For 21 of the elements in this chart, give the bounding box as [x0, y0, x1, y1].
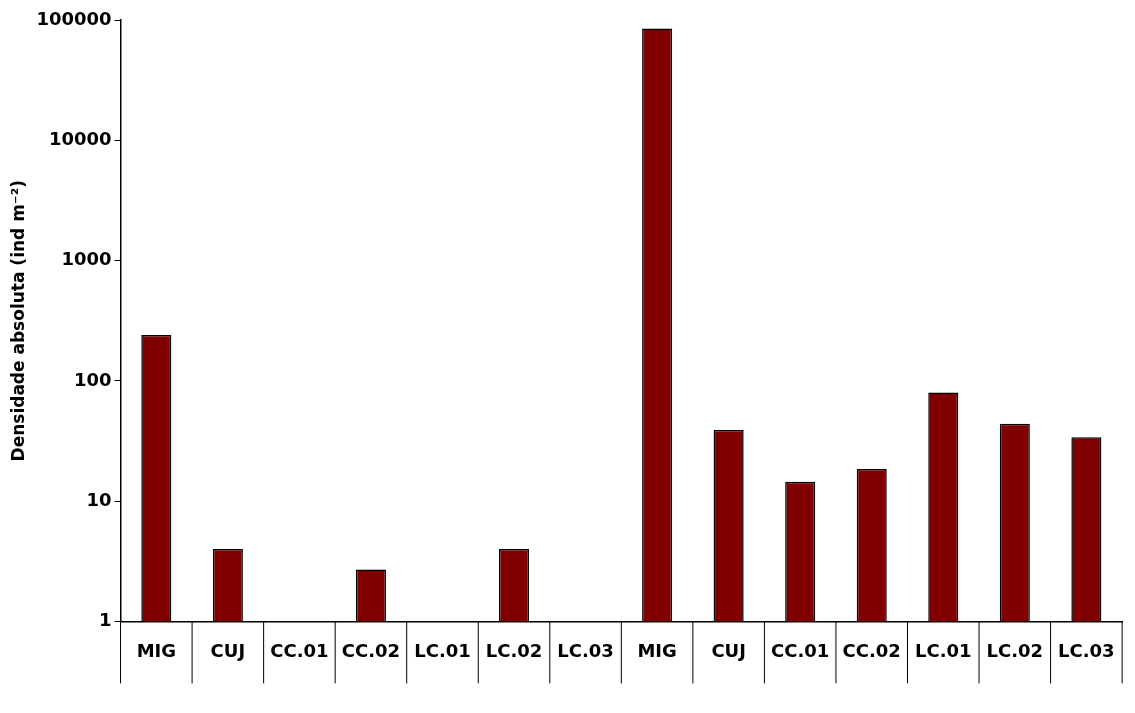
y-tick-label: 10 — [86, 488, 112, 510]
x-tick-label: LC.03 — [557, 639, 614, 661]
x-tick-label: CUJ — [210, 639, 246, 661]
x-tick-label: CUJ — [711, 639, 746, 661]
x-tick-label: LC.01 — [414, 639, 471, 661]
y-tick-label: 100 — [73, 368, 112, 390]
y-tick-label: 1 — [99, 609, 112, 631]
x-tick-label: CC.02 — [341, 639, 401, 661]
x-tick-label: MIG — [637, 639, 677, 661]
x-tick-label: LC.01 — [914, 639, 972, 661]
x-tick-label: CC.01 — [771, 639, 830, 661]
x-tick-label: MIG — [136, 639, 177, 661]
y-tick-label: 1000 — [61, 248, 112, 270]
x-tick-label: CC.02 — [842, 639, 901, 661]
x-tick-label: LC.02 — [485, 639, 543, 661]
x-tick-label: CC.01 — [270, 639, 329, 661]
x-tick-label: LC.03 — [1058, 639, 1115, 661]
x-tick-label: LC.02 — [986, 639, 1044, 661]
y-tick-label: 100000 — [36, 7, 112, 29]
y-axis-title: Densidade absoluta (ind m⁻²) — [7, 179, 28, 462]
y-tick-label: 10000 — [48, 127, 112, 149]
